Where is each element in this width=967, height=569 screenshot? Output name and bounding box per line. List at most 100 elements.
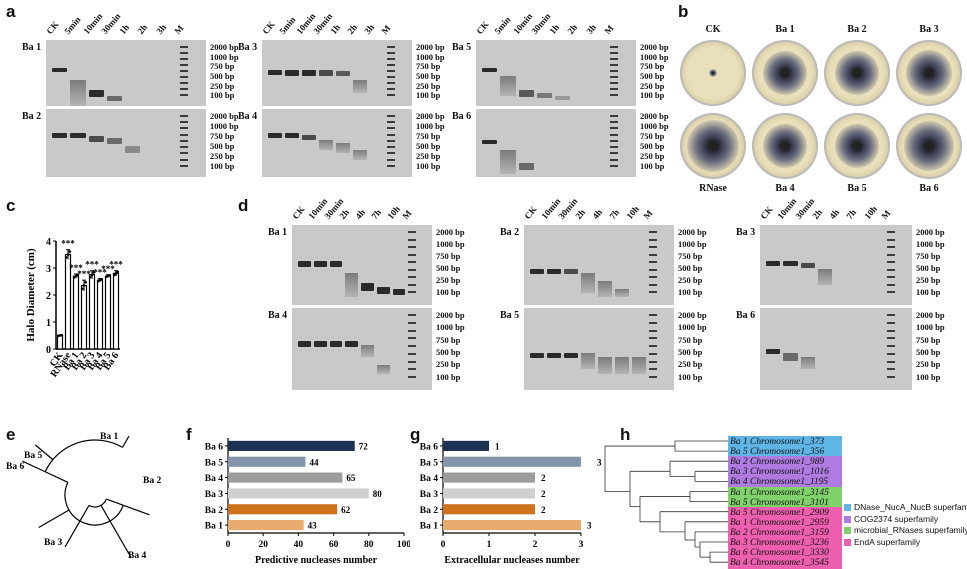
halo-zone bbox=[763, 124, 807, 168]
gel-band bbox=[783, 261, 798, 266]
plate-label: Ba 4 bbox=[775, 183, 795, 194]
extracellular-nucleases-chart: Ba 6 1 Ba 5 3 Ba 4 2 Ba 3 2 Ba 2 2 Ba 1 3 0 1 2 3 Extrac… bbox=[420, 438, 602, 566]
lane-label: M bbox=[379, 23, 393, 36]
bp-label: 2000 bp bbox=[210, 111, 239, 121]
bp-label: 750 bp bbox=[436, 334, 461, 345]
bp-label: 1000 bp bbox=[436, 239, 465, 249]
bar bbox=[72, 275, 80, 350]
ladder-band bbox=[179, 58, 188, 60]
gel-smear bbox=[615, 289, 629, 297]
lane-label: 5min bbox=[492, 14, 513, 36]
x-tick-label: 0 bbox=[441, 540, 446, 550]
bp-label: 2000 bp bbox=[640, 42, 669, 52]
lane-label: 10h bbox=[861, 203, 879, 221]
ladder-band bbox=[179, 70, 188, 72]
y-tick-label: 0 bbox=[46, 345, 51, 356]
bar bbox=[443, 504, 535, 515]
bar bbox=[443, 440, 489, 451]
bp-label: 1000 bp bbox=[640, 121, 669, 131]
lane-label: 2h bbox=[810, 207, 824, 221]
ladder-band bbox=[179, 127, 188, 130]
predictive-nucleases-chart: Ba 6 72 Ba 5 44 Ba 4 65 Ba 3 80 Ba 2 62 Ba 1 43 0 20 4… bbox=[205, 438, 410, 566]
bp-label: 100 bp bbox=[678, 287, 703, 297]
bp-label: 1000 bp bbox=[416, 51, 445, 62]
panel-label-e: e bbox=[6, 425, 16, 444]
bp-label: 250 bp bbox=[640, 151, 665, 161]
bar bbox=[443, 488, 535, 499]
ladder-band bbox=[387, 127, 395, 130]
gel-smear bbox=[319, 139, 333, 150]
lane-label: 10h bbox=[384, 203, 402, 221]
bar bbox=[443, 472, 535, 483]
legend-swatch bbox=[844, 504, 851, 512]
ladder-band bbox=[408, 238, 417, 241]
gel-row-label: Ba 2 bbox=[22, 111, 42, 122]
ladder-band bbox=[649, 238, 657, 241]
ladder-band bbox=[408, 337, 417, 340]
x-tick-label: 3 bbox=[579, 540, 584, 550]
ladder-band bbox=[609, 58, 618, 60]
ladder-band bbox=[408, 231, 417, 233]
lane-label: CK bbox=[44, 19, 61, 36]
bar bbox=[88, 274, 96, 350]
tree-leaf-label: Ba 5 Chromosome1_356 bbox=[728, 446, 842, 459]
bp-label: 1000 bp bbox=[210, 121, 239, 131]
bp-label: 250 bp bbox=[416, 80, 441, 91]
value-label: 44 bbox=[309, 457, 319, 467]
y-tick-label: Ba 1 bbox=[205, 522, 223, 532]
ladder-band bbox=[408, 376, 417, 379]
bp-label: 500 bp bbox=[210, 141, 235, 151]
bp-label: 750 bp bbox=[436, 251, 461, 261]
tree-leaf-label: Ba 3 Chromosome1_3236 bbox=[728, 537, 842, 549]
data-point bbox=[92, 271, 96, 274]
gel-band bbox=[268, 132, 282, 139]
bp-label: 750 bp bbox=[210, 131, 235, 141]
x-tick-label: 0 bbox=[226, 540, 231, 550]
tree-leaf-label: Ba 6 bbox=[6, 462, 24, 472]
ladder-band bbox=[609, 146, 618, 149]
ladder-band bbox=[649, 261, 657, 264]
y-tick-label: Ba 3 bbox=[205, 490, 223, 500]
bp-label: 100 bp bbox=[916, 371, 941, 382]
x-tick-label: 100 bbox=[397, 540, 410, 550]
ladder-band bbox=[387, 164, 395, 167]
ladder-band bbox=[649, 329, 657, 332]
gel-row-label: Ba 3 bbox=[238, 42, 258, 53]
x-tick-label: 2 bbox=[533, 540, 538, 550]
lane-label: CK bbox=[260, 19, 277, 36]
data-point bbox=[60, 333, 64, 337]
data-point bbox=[80, 287, 84, 291]
bp-label: 250 bp bbox=[916, 275, 941, 285]
lane-label: CK bbox=[474, 19, 491, 36]
y-tick-label: Ba 5 bbox=[420, 458, 438, 468]
data-point bbox=[66, 253, 70, 256]
lane-label: 7h bbox=[369, 207, 383, 221]
bp-label: 750 bp bbox=[916, 251, 941, 261]
gel-band bbox=[530, 269, 544, 274]
ladder-band bbox=[387, 115, 395, 117]
ladder-band bbox=[886, 329, 895, 332]
bp-label: 250 bp bbox=[678, 359, 703, 370]
bp-label: 750 bp bbox=[210, 61, 235, 72]
ladder-band bbox=[886, 360, 895, 363]
lane-label: 5min bbox=[277, 14, 298, 36]
gel-band bbox=[52, 67, 68, 72]
ladder-band bbox=[179, 158, 188, 161]
gel-band bbox=[766, 261, 781, 266]
halo-zone bbox=[687, 120, 739, 172]
bp-label: 1000 bp bbox=[916, 239, 945, 249]
bp-label: 750 bp bbox=[640, 61, 665, 72]
legend-label: EndA superfamily bbox=[854, 536, 921, 547]
bar bbox=[228, 472, 343, 483]
bp-label: 750 bp bbox=[416, 131, 441, 141]
legend-swatch bbox=[844, 538, 851, 546]
y-tick-label: Ba 4 bbox=[205, 474, 223, 484]
significance-mark: *** bbox=[61, 239, 75, 249]
ladder-band bbox=[609, 52, 618, 54]
gel-band bbox=[555, 96, 571, 101]
bp-label: 1000 bp bbox=[436, 322, 465, 333]
ladder-band bbox=[179, 76, 188, 78]
legend-item: microbial_RNases superfamily bbox=[844, 525, 967, 535]
gel-band bbox=[564, 353, 578, 358]
lane-label: 10h bbox=[624, 203, 642, 221]
